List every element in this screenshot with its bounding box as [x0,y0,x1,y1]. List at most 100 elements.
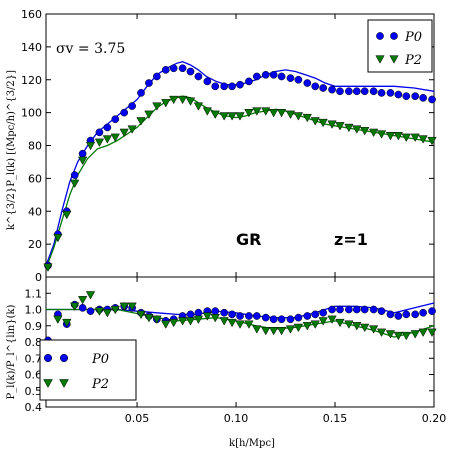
top-point-p2 [302,113,312,123]
bottom-legend-frame [39,339,137,401]
top-point-p2 [352,125,362,134]
top-y-tick-label: 60 [28,172,42,185]
bottom-point-p2 [94,307,105,316]
bottom-point-p2 [177,317,188,326]
top-legend: P0 P2 [367,19,433,73]
top-point-p2 [53,233,63,243]
bottom-point-p0 [369,305,378,314]
top-point-p2 [219,112,229,121]
bottom-point-p2 [310,320,320,329]
bottom-point-p2 [119,302,129,311]
bottom-point-p2 [62,318,72,328]
bottom-point-p0 [311,310,320,319]
top-point-p2 [227,112,237,121]
top-point-p2 [261,107,271,116]
top-point-p2 [62,210,72,220]
top-point-p0 [203,77,212,86]
top-point-p2 [152,102,162,111]
bottom-y-tick-label: 0.9 [25,320,43,333]
top-point-p0 [277,72,286,81]
bottom-point-p2 [269,327,279,336]
top-y-tick-label: 20 [28,238,42,251]
bottom-point-p2 [410,330,420,339]
top-point-p2 [244,109,254,118]
top-y-tick-label: 160 [21,8,42,21]
top-point-p2 [368,128,379,138]
bottom-point-p0 [186,310,195,319]
top-point-p2 [276,109,287,118]
top-point-p0 [336,87,344,96]
bottom-panel: 0.4 0.5 0.6 0.7 0.8 0.9 1.0 1.1 0.05 0.10 0.15 0.20 [25,276,447,425]
bottom-point-p0 [402,310,411,319]
top-point-p0 [70,171,79,179]
bottom-point-p0 [360,305,369,314]
top-legend-frame [367,19,433,73]
bottom-point-p0 [377,307,386,315]
top-point-p2 [269,109,279,118]
bottom-point-p0 [386,310,395,319]
top-point-p0 [352,87,361,96]
top-point-p2 [360,127,370,136]
top-point-p2 [70,179,80,189]
top-point-p2 [344,123,354,133]
bottom-point-p0 [236,312,244,320]
bottom-point-p2 [219,317,229,326]
bottom-point-p2 [185,317,196,326]
bottom-point-p2 [102,309,112,318]
bottom-point-p0 [277,315,286,324]
top-y-tick-label: 140 [21,41,42,54]
top-panel: 0 20 40 60 80 100 120 140 160 [21,8,437,284]
bottom-point-p2 [136,310,146,320]
bottom-y-tick-label: 0.4 [25,401,43,414]
x-tick-label: 0.20 [422,412,447,425]
top-point-p0 [269,70,278,79]
top-point-p0 [161,66,170,74]
bottom-point-p2 [418,328,428,337]
top-point-p0 [328,85,336,94]
bottom-legend-marker-p2 [59,379,69,388]
top-legend-label-p0: P0 [404,30,422,45]
top-point-p0 [111,115,120,124]
bottom-point-p2 [152,315,162,324]
bottom-point-p0 [78,304,87,312]
top-point-p0 [419,93,427,102]
top-y-tick-label: 80 [28,140,42,153]
top-legend-marker-p2 [375,55,385,64]
top-point-p2 [318,118,328,128]
top-point-p0 [252,72,261,81]
top-point-p0 [120,108,129,117]
bottom-point-p0 [194,308,203,317]
bottom-point-p2 [293,323,304,333]
bottom-point-p0 [294,313,303,322]
top-point-p0 [194,72,203,81]
bottom-point-p2 [227,318,237,328]
bottom-point-p0 [428,307,436,315]
top-point-p2 [335,122,345,131]
bottom-point-p0 [252,312,261,320]
bottom-point-p2 [53,315,63,324]
top-point-p0 [261,70,270,79]
top-point-p2 [401,133,411,142]
bottom-legend: P0 P2 [39,339,137,401]
bottom-point-p0 [394,312,403,320]
bottom-point-p2 [210,314,220,323]
x-tick-label: 0.10 [224,412,249,425]
bottom-point-p2 [344,320,354,329]
top-point-p0 [311,82,320,91]
top-redshift-annotation: z=1 [334,230,368,249]
top-point-p0 [153,72,161,81]
top-point-p0 [428,95,436,104]
bottom-y-tick-label: 1.0 [25,304,43,317]
top-point-p0 [145,79,153,87]
top-point-p0 [394,90,403,99]
bottom-point-p2 [376,328,387,337]
bottom-point-p2 [85,291,96,300]
top-point-p2 [410,133,420,142]
top-point-p2 [185,97,196,106]
top-point-p0 [137,89,145,97]
bottom-point-p2 [169,318,179,328]
bottom-point-p2 [110,305,120,315]
top-point-p0 [402,92,411,101]
top-point-p2 [393,132,403,141]
top-point-p0 [303,79,312,87]
